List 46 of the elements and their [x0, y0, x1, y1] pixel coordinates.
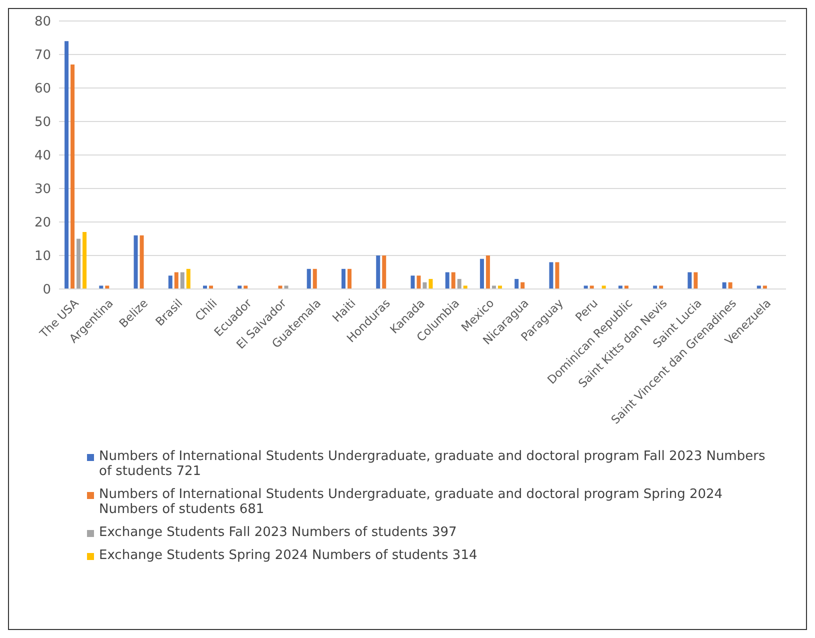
bar	[312, 268, 317, 289]
legend-label: Numbers of International Students Undergraduate, graduate and doctoral program Spring 2024 Numbers of students 681	[99, 487, 724, 517]
bar	[82, 232, 87, 289]
bar	[422, 282, 427, 289]
bar	[70, 64, 75, 289]
bar	[140, 235, 144, 289]
bar	[728, 282, 732, 289]
bar	[64, 41, 69, 289]
bar	[451, 272, 456, 289]
y-tick-label: 70	[34, 48, 51, 64]
bar	[445, 272, 450, 289]
bar	[694, 272, 698, 289]
y-tick-label: 0	[42, 282, 51, 298]
bar	[688, 272, 692, 289]
y-tick-label: 80	[34, 14, 51, 30]
y-tick-label: 10	[34, 249, 51, 264]
bar	[428, 278, 433, 289]
bar	[416, 276, 421, 289]
bar	[306, 268, 311, 289]
legend-label: Exchange Students Spring 2024 Numbers of students 314	[99, 548, 478, 563]
bar	[410, 276, 415, 289]
bar	[76, 238, 81, 289]
bar	[555, 262, 560, 289]
legend-label: Numbers of International Students Undergraduate, graduate and doctoral program Fall 2023 Numbers of students 721	[99, 449, 766, 479]
bar	[382, 256, 386, 289]
bar	[180, 272, 184, 289]
y-tick-label: 60	[34, 82, 51, 97]
y-tick-label: 50	[34, 115, 51, 130]
bar	[480, 258, 484, 289]
bar	[514, 278, 519, 289]
bar	[457, 278, 462, 289]
bar	[347, 268, 352, 289]
bar	[376, 256, 380, 289]
bar	[134, 235, 138, 289]
bar	[168, 276, 172, 289]
y-tick-label: 40	[34, 148, 51, 164]
bar	[174, 272, 178, 289]
bar	[722, 282, 726, 289]
bar	[520, 282, 525, 289]
bar	[186, 268, 190, 289]
legend-label: Exchange Students Fall 2023 Numbers of students 397	[99, 525, 457, 540]
y-tick-label: 20	[34, 216, 51, 231]
bar	[486, 256, 490, 289]
y-tick-label: 30	[34, 182, 51, 198]
bar	[549, 262, 554, 289]
bar	[341, 268, 346, 289]
